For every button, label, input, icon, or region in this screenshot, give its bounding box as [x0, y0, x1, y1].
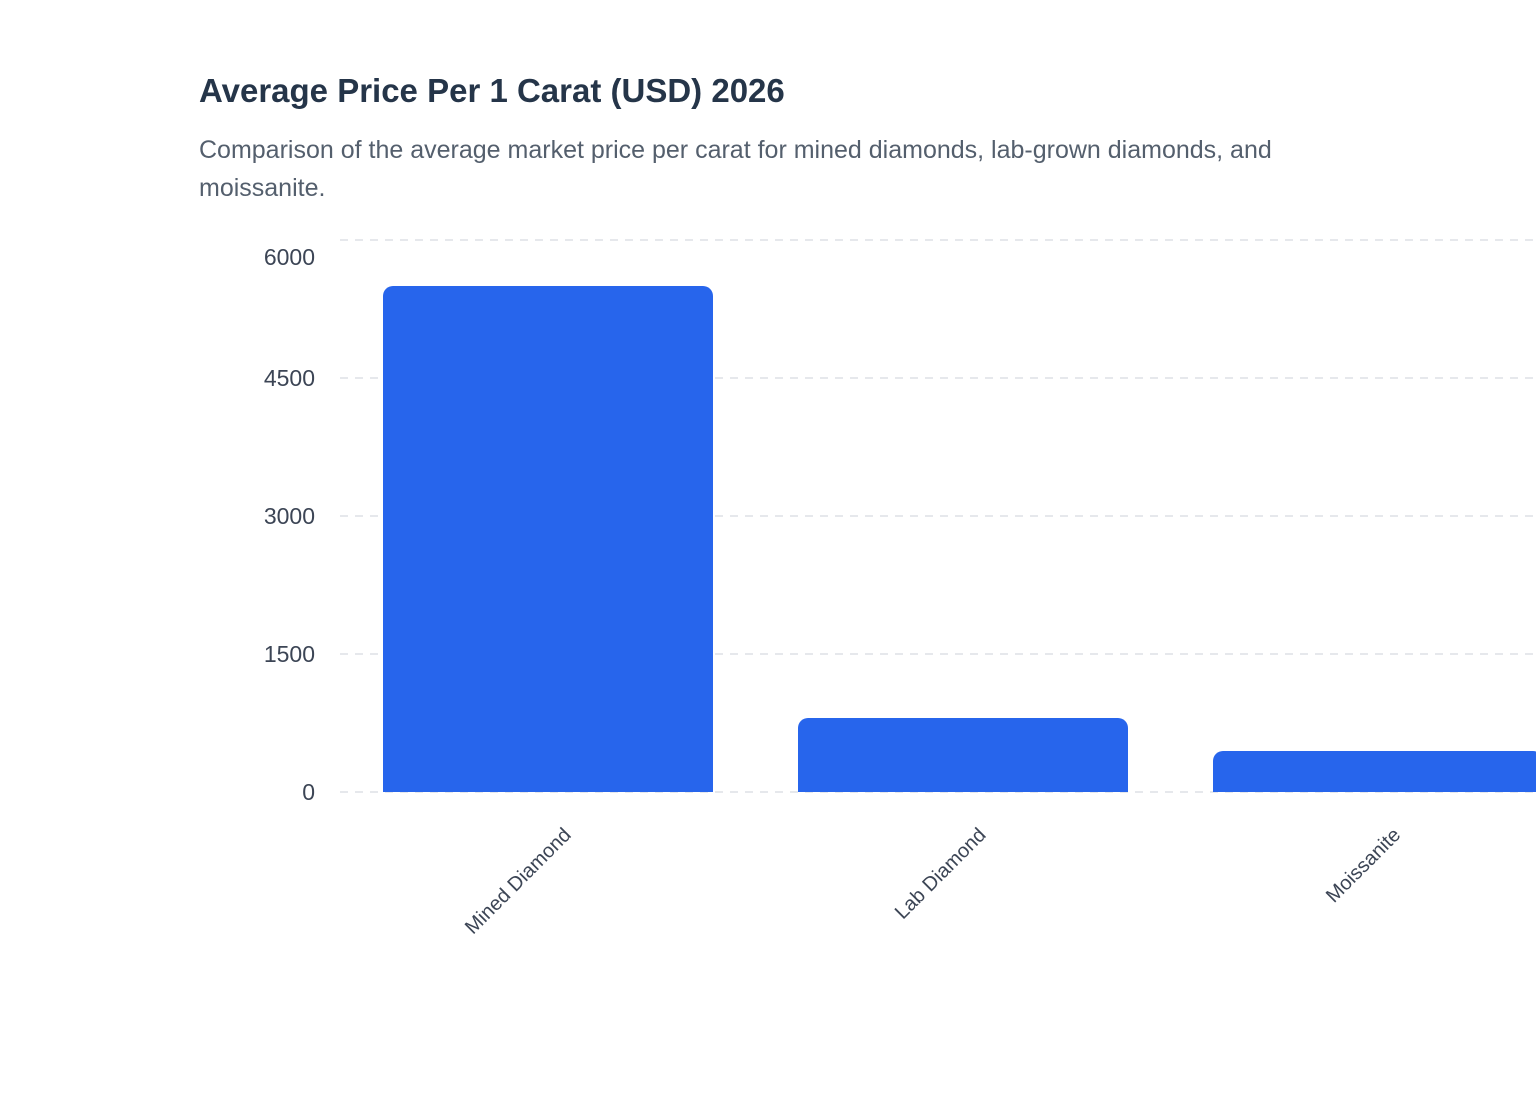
y-axis-tick-label-3000: 3000 — [263, 503, 315, 529]
x-axis-category-label-moissanite: Moissanite — [1322, 824, 1406, 908]
y-gridline-3000 — [340, 515, 1536, 517]
y-axis-tick-label-0: 0 — [302, 779, 315, 805]
chart-title: Average Price Per 1 Carat (USD) 2026 — [199, 72, 785, 109]
chart-subtitle: Comparison of the average market price p… — [199, 131, 1489, 207]
chart-subtitle-line-2: moissanite. — [199, 174, 326, 202]
y-gridline-0 — [340, 791, 1536, 793]
bar-mined-diamond[interactable] — [383, 286, 713, 792]
chart-header: Average Price Per 1 Carat (USD) 2026 Com… — [199, 70, 1489, 207]
y-axis-tick-label-1500: 1500 — [263, 641, 315, 667]
y-axis-tick-label-4500: 4500 — [263, 365, 315, 391]
y-gridline-6000 — [340, 239, 1536, 241]
y-gridline-1500 — [340, 653, 1536, 655]
y-gridline-4500 — [340, 377, 1536, 379]
x-axis-category-label-lab-diamond: Lab Diamond — [890, 824, 991, 924]
y-axis-tick-label-6000: 6000 — [263, 244, 315, 270]
bar-lab-diamond[interactable] — [798, 718, 1128, 792]
x-axis-category-label-mined-diamond: Mined Diamond — [460, 824, 576, 939]
chart-subtitle-line-1: Comparison of the average market price p… — [199, 136, 1272, 164]
bar-moissanite[interactable] — [1213, 750, 1536, 792]
